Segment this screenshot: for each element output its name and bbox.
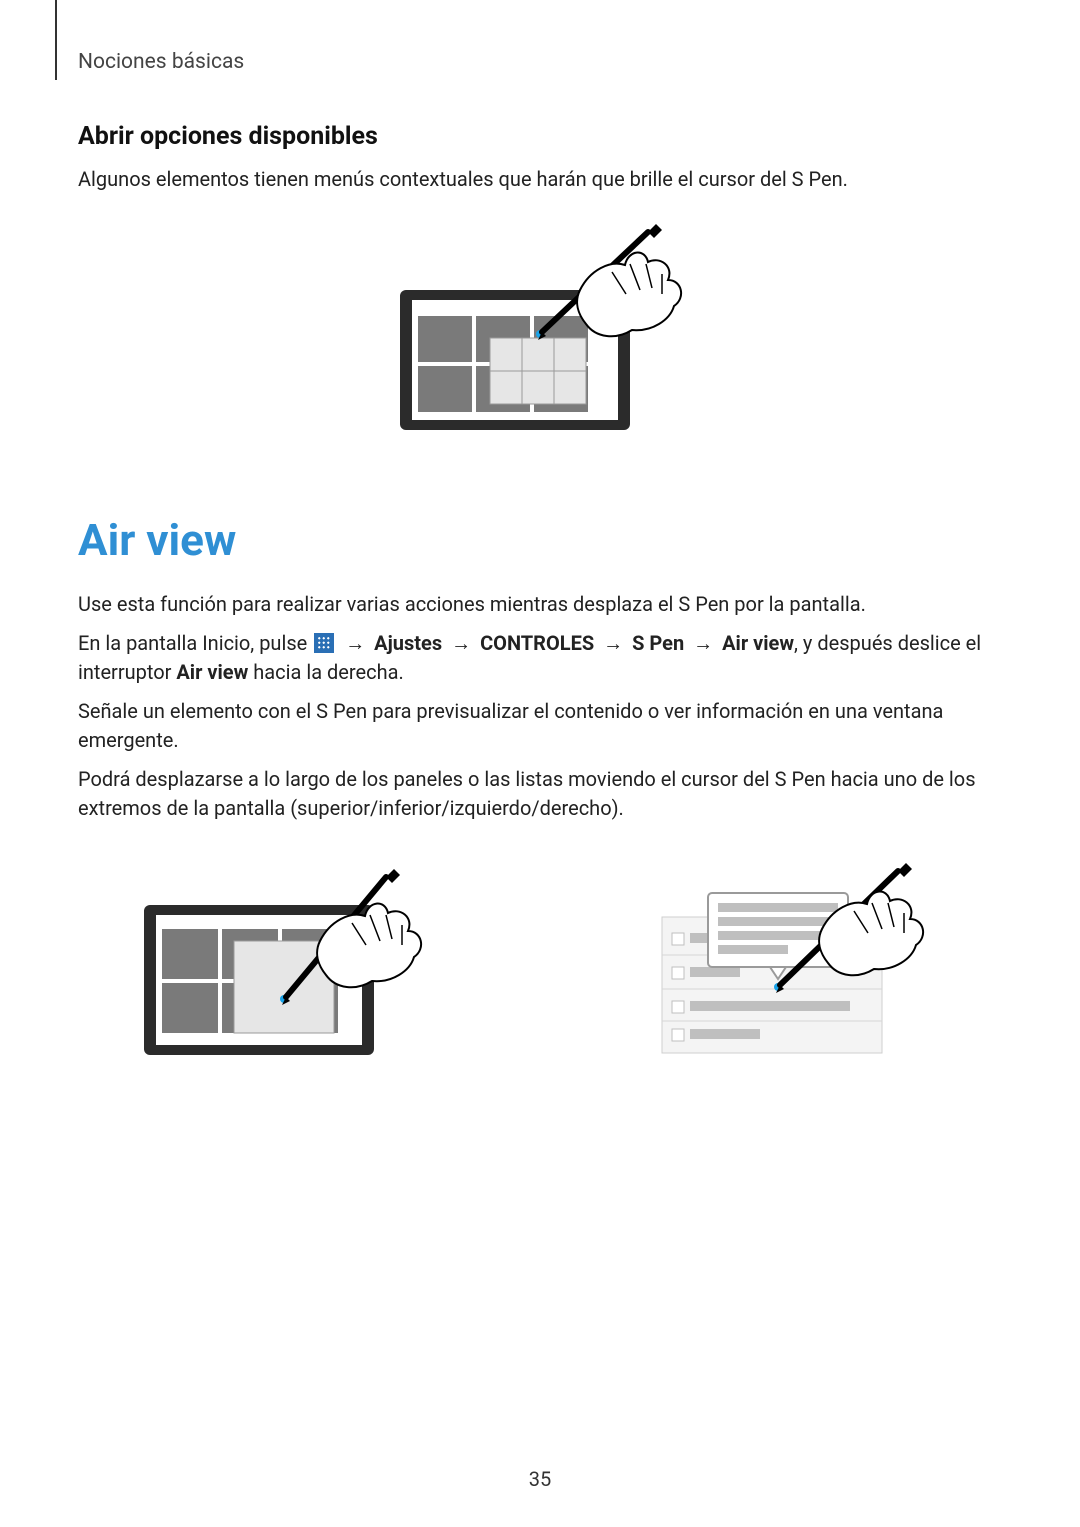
p2-post2: hacia la derecha. bbox=[248, 660, 403, 684]
arrow-icon: → bbox=[451, 631, 471, 655]
figure-row bbox=[78, 863, 1002, 1067]
section2-p3: Señale un elemento con el S Pen para pre… bbox=[78, 697, 1002, 755]
page-number: 35 bbox=[0, 1467, 1080, 1491]
section1-p1: Algunos elementos tienen menús contextua… bbox=[78, 165, 1002, 194]
section1-heading: Abrir opciones disponibles bbox=[78, 122, 1002, 151]
figure-list-popup bbox=[652, 863, 942, 1067]
path-controles: CONTROLES bbox=[480, 631, 594, 655]
page: Nociones básicas Abrir opciones disponib… bbox=[0, 0, 1080, 1527]
airview-word: Air view bbox=[176, 660, 248, 684]
tablet-grid-illustration bbox=[390, 220, 690, 440]
breadcrumb: Nociones básicas bbox=[78, 50, 1002, 74]
section2-p1: Use esta función para realizar varias ac… bbox=[78, 590, 1002, 619]
path-airview: Air view bbox=[722, 631, 794, 655]
section2-p2: En la pantalla Inicio, pulse → Ajustes →… bbox=[78, 629, 1002, 687]
figure-preview-tile bbox=[138, 863, 428, 1067]
path-spen: S Pen bbox=[632, 631, 684, 655]
path-ajustes: Ajustes bbox=[374, 631, 442, 655]
side-rule bbox=[55, 0, 57, 80]
arrow-icon: → bbox=[693, 631, 713, 655]
figure-context-menu bbox=[78, 220, 1002, 444]
section2-p4: Podrá desplazarse a lo largo de los pane… bbox=[78, 765, 1002, 823]
apps-grid-icon bbox=[314, 633, 334, 653]
p2-pre: En la pantalla Inicio, pulse bbox=[78, 631, 312, 655]
section2-heading: Air view bbox=[78, 514, 1002, 566]
arrow-icon: → bbox=[345, 631, 365, 655]
arrow-icon: → bbox=[603, 631, 623, 655]
